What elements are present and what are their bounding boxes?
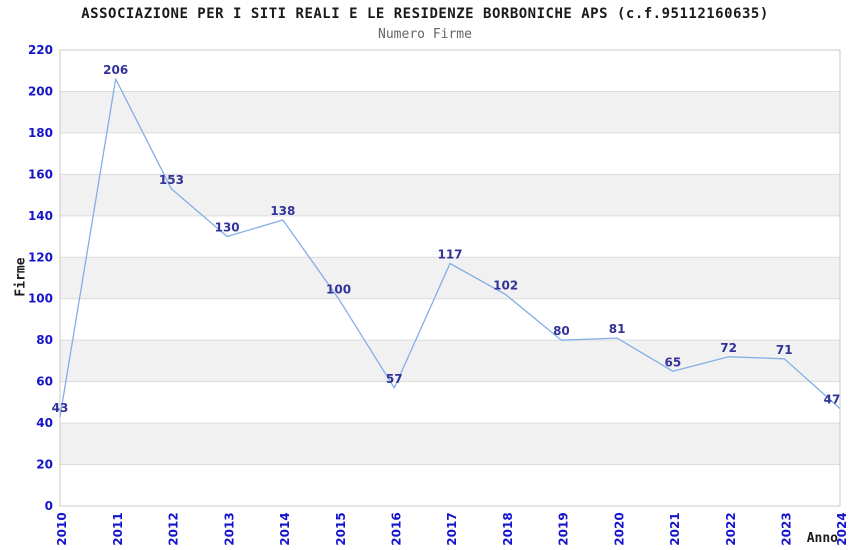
chart-title: ASSOCIAZIONE PER I SITI REALI E LE RESID… xyxy=(81,6,769,22)
x-tick-label: 2012 xyxy=(167,512,181,545)
value-label: 57 xyxy=(386,372,403,386)
y-tick-label: 140 xyxy=(28,209,53,223)
y-tick-label: 60 xyxy=(36,375,53,389)
y-tick-label: 180 xyxy=(28,126,53,140)
x-tick-label: 2013 xyxy=(222,512,236,545)
y-tick-label: 120 xyxy=(28,250,53,264)
value-label: 130 xyxy=(215,221,240,235)
value-label: 81 xyxy=(609,322,626,336)
grid-band xyxy=(60,91,840,133)
x-tick-label: 2016 xyxy=(389,512,403,545)
value-label: 65 xyxy=(665,355,682,369)
value-label: 43 xyxy=(52,401,69,415)
y-tick-label: 80 xyxy=(36,333,53,347)
grid-band xyxy=(60,174,840,216)
value-label: 206 xyxy=(103,63,128,77)
grid-band xyxy=(60,423,840,465)
y-tick-label: 40 xyxy=(36,416,53,430)
value-label: 47 xyxy=(824,393,841,407)
x-tick-label: 2020 xyxy=(612,512,626,545)
y-tick-label: 0 xyxy=(45,499,53,513)
x-tick-label: 2014 xyxy=(278,512,292,545)
x-tick-label: 2015 xyxy=(334,512,348,545)
y-tick-label: 200 xyxy=(28,84,53,98)
x-axis-title: Anno xyxy=(806,531,838,546)
x-tick-label: 2024 xyxy=(835,512,849,545)
x-tick-label: 2021 xyxy=(668,512,682,545)
value-label: 138 xyxy=(270,204,295,218)
x-tick-label: 2017 xyxy=(445,512,459,545)
data-line xyxy=(59,78,841,418)
y-tick-label: 160 xyxy=(28,167,53,181)
x-tick-label: 2010 xyxy=(55,512,69,545)
value-label: 71 xyxy=(776,343,793,357)
x-tick-label: 2011 xyxy=(111,512,125,545)
plot-border xyxy=(59,49,841,507)
x-tick-label: 2019 xyxy=(557,512,571,545)
x-tick-label: 2023 xyxy=(779,512,793,545)
value-label: 80 xyxy=(553,324,570,338)
y-tick-label: 220 xyxy=(28,43,53,57)
y-tick-label: 20 xyxy=(36,458,53,472)
value-label: 100 xyxy=(326,283,351,297)
value-label: 72 xyxy=(720,341,737,355)
value-label: 117 xyxy=(437,247,462,261)
y-tick-label: 100 xyxy=(28,292,53,306)
grid-band xyxy=(60,340,840,382)
x-tick-label: 2018 xyxy=(501,512,515,545)
value-label: 153 xyxy=(159,173,184,187)
x-tick-label: 2022 xyxy=(724,512,738,545)
value-label: 102 xyxy=(493,279,518,293)
chart-subtitle: Numero Firme xyxy=(378,27,472,42)
